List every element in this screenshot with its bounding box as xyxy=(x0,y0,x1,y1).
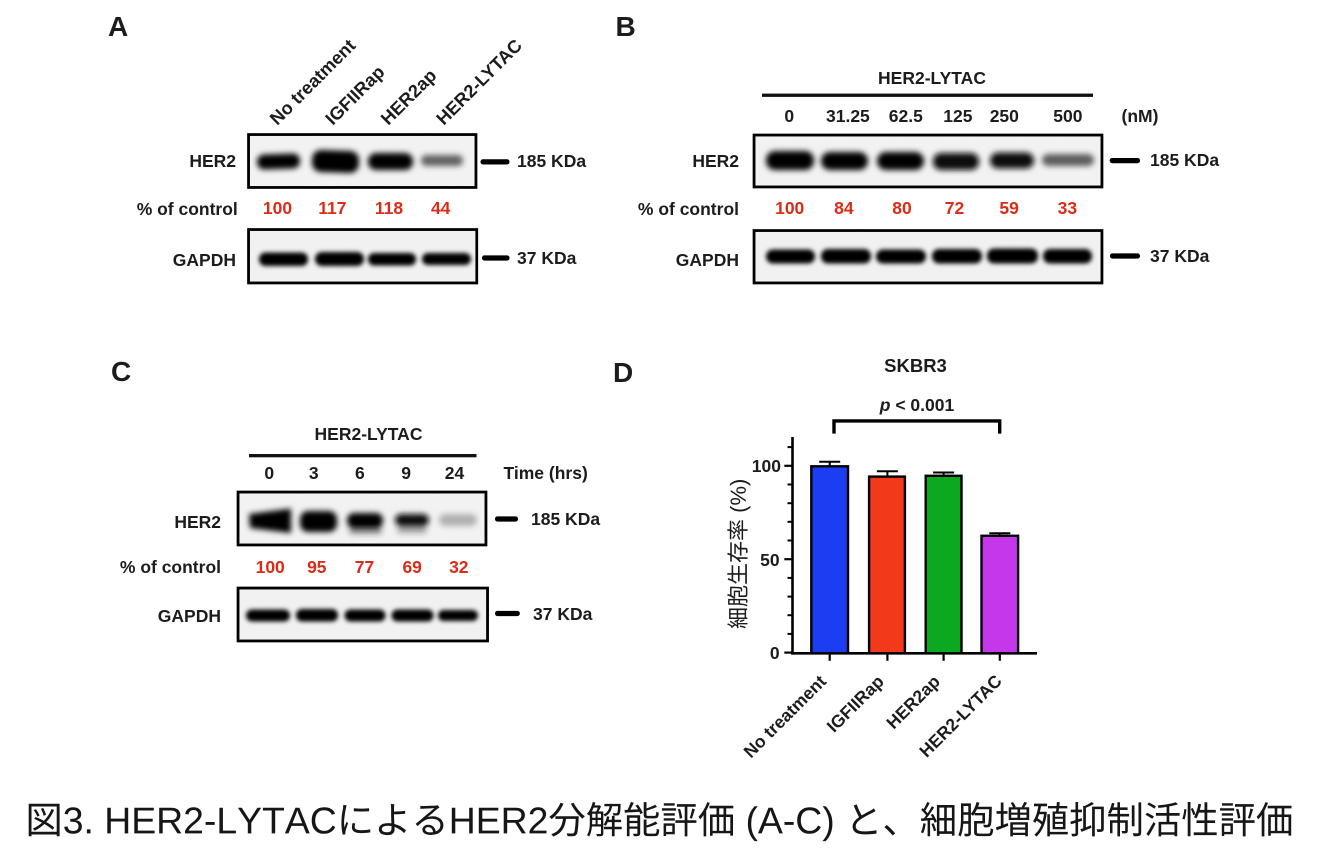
svg-text:IGFIIRap: IGFIIRap xyxy=(823,671,888,736)
svg-text:HER2-LYTAC: HER2-LYTAC xyxy=(432,35,525,128)
svg-text:No treatment: No treatment xyxy=(740,671,831,762)
svg-text:HER2ap: HER2ap xyxy=(882,671,944,733)
